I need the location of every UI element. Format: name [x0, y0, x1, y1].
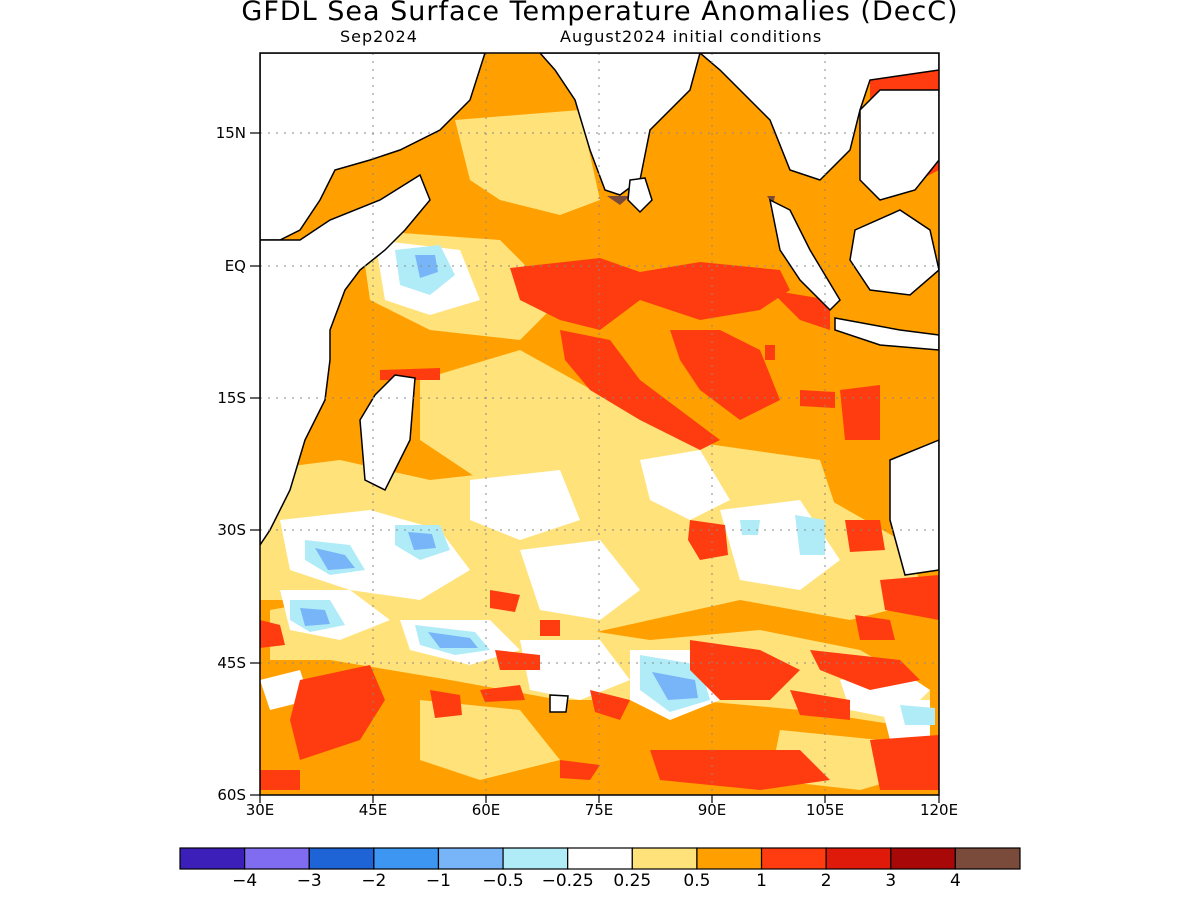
colorbar-swatch — [825, 847, 892, 870]
subtitle-initial-conditions: August2024 initial conditions — [560, 27, 823, 46]
colorbar-swatch — [631, 847, 698, 870]
colorbar-label: −4 — [232, 871, 258, 891]
sumatra-land — [768, 198, 841, 312]
x-tick-label: 75E — [584, 801, 614, 819]
colorbar-label: 4 — [949, 871, 961, 891]
colorbar-label: 3 — [885, 871, 897, 891]
colorbar-label: −2 — [361, 871, 387, 891]
colorbar-label: 0.25 — [613, 871, 652, 891]
india-land — [538, 53, 701, 196]
colorbar-swatch — [373, 847, 440, 870]
anomaly-band-blue — [300, 255, 698, 700]
colorbar-swatch — [760, 847, 827, 870]
colorbar-swatch — [696, 847, 763, 870]
colorbar-label: −3 — [296, 871, 322, 891]
colorbar — [179, 847, 1021, 870]
y-tick-label: 45S — [217, 654, 246, 672]
colorbar-swatch — [890, 847, 956, 870]
x-tick-label: 105E — [805, 801, 845, 819]
srilanka-land — [627, 177, 653, 214]
kerguelen-land — [549, 694, 569, 713]
x-tick-label: 45E — [358, 801, 388, 819]
colorbar-swatch — [437, 847, 504, 870]
colorbar-label: 0.5 — [683, 871, 711, 891]
colorbar-label: −0.25 — [541, 871, 594, 891]
y-tick-label: 30S — [217, 521, 246, 539]
borneo-land — [849, 209, 939, 296]
colorbar-swatch — [502, 847, 569, 870]
y-tick-label: EQ — [224, 257, 246, 275]
colorbar-label: −0.5 — [482, 871, 524, 891]
subtitle-forecast-month: Sep2024 — [340, 27, 418, 46]
x-tick-label: 30E — [245, 801, 275, 819]
colorbar-swatch — [954, 847, 1021, 870]
colorbar-label: 2 — [820, 871, 832, 891]
x-tick-label: 90E — [697, 801, 727, 819]
axis-ticks — [250, 132, 940, 803]
land-masses — [260, 53, 939, 713]
australia-land — [889, 439, 939, 576]
graticule — [260, 53, 939, 795]
colorbar-swatch — [179, 847, 246, 870]
bay-east-land — [698, 53, 939, 181]
colorbar-label: 1 — [756, 871, 767, 891]
y-tick-label: 60S — [217, 786, 246, 804]
colorbar-swatch — [308, 847, 375, 870]
java-land — [834, 317, 939, 351]
chart-title: GFDL Sea Surface Temperature Anomalies (… — [241, 0, 959, 27]
y-tick-label: 15N — [215, 124, 246, 142]
africa-land — [260, 173, 431, 547]
colorbar-label: −1 — [425, 871, 451, 891]
colorbar-swatch — [244, 847, 310, 870]
colorbar-swatch — [567, 847, 633, 870]
madagascar-land — [359, 374, 416, 492]
indochina-land — [859, 89, 939, 201]
x-tick-label: 120E — [919, 801, 959, 819]
y-tick-label: 15S — [217, 389, 246, 407]
x-tick-label: 60E — [471, 801, 501, 819]
